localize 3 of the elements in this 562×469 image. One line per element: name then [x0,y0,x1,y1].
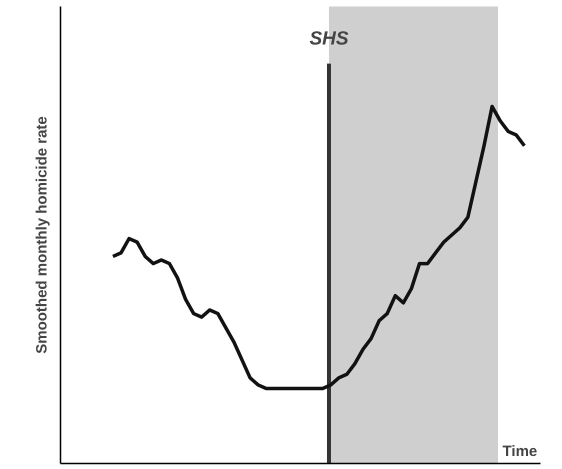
x-axis-title: Time [502,442,538,460]
y-axis-title: Smoothed monthly homicide rate [34,116,50,354]
text: SHS [309,28,349,50]
